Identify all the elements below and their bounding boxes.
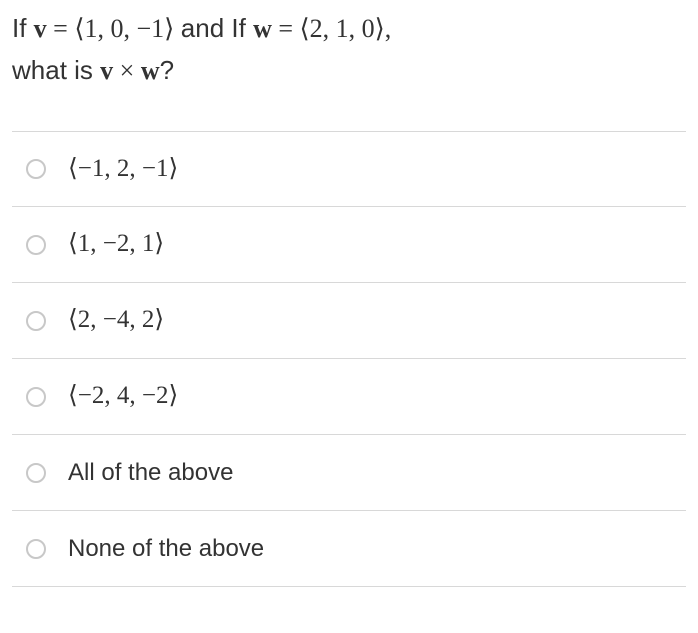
question-prompt: If v = ⟨1, 0, −1⟩ and If w = ⟨2, 1, 0⟩, … [12, 8, 686, 91]
q-cross-w: w [141, 56, 160, 85]
radio-button[interactable] [26, 539, 46, 559]
radio-button[interactable] [26, 311, 46, 331]
question-container: If v = ⟨1, 0, −1⟩ and If w = ⟨2, 1, 0⟩, … [0, 0, 698, 587]
q-vector-w: w [253, 14, 272, 43]
q-cross-v: v [100, 56, 113, 85]
option-row-1[interactable]: ⟨1, −2, 1⟩ [12, 207, 686, 283]
option-row-4[interactable]: All of the above [12, 435, 686, 511]
radio-button[interactable] [26, 387, 46, 407]
question-line-1: If v = ⟨1, 0, −1⟩ and If w = ⟨2, 1, 0⟩, [12, 13, 391, 43]
q-suffix: ? [160, 55, 174, 85]
option-label: ⟨1, −2, 1⟩ [68, 228, 164, 261]
option-label: ⟨2, −4, 2⟩ [68, 304, 164, 337]
question-line-2: what is v × w? [12, 55, 174, 85]
option-label: All of the above [68, 457, 233, 488]
option-label: None of the above [68, 533, 264, 564]
q-eq1: = ⟨1, 0, −1⟩ [47, 14, 181, 43]
q-text-mid: and If [181, 13, 253, 43]
q-text-whatis: what is [12, 55, 100, 85]
q-text-if: If [12, 13, 34, 43]
radio-button[interactable] [26, 235, 46, 255]
q-cross-op: × [113, 56, 141, 85]
option-row-3[interactable]: ⟨−2, 4, −2⟩ [12, 359, 686, 435]
option-label: ⟨−2, 4, −2⟩ [68, 380, 178, 413]
option-label: ⟨−1, 2, −1⟩ [68, 153, 178, 186]
q-vector-v: v [34, 14, 47, 43]
radio-button[interactable] [26, 463, 46, 483]
option-row-5[interactable]: None of the above [12, 511, 686, 587]
option-row-0[interactable]: ⟨−1, 2, −1⟩ [12, 131, 686, 207]
options-list: ⟨−1, 2, −1⟩ ⟨1, −2, 1⟩ ⟨2, −4, 2⟩ ⟨−2, 4… [12, 131, 686, 587]
option-row-2[interactable]: ⟨2, −4, 2⟩ [12, 283, 686, 359]
radio-button[interactable] [26, 159, 46, 179]
q-eq2: = ⟨2, 1, 0⟩, [272, 14, 391, 43]
